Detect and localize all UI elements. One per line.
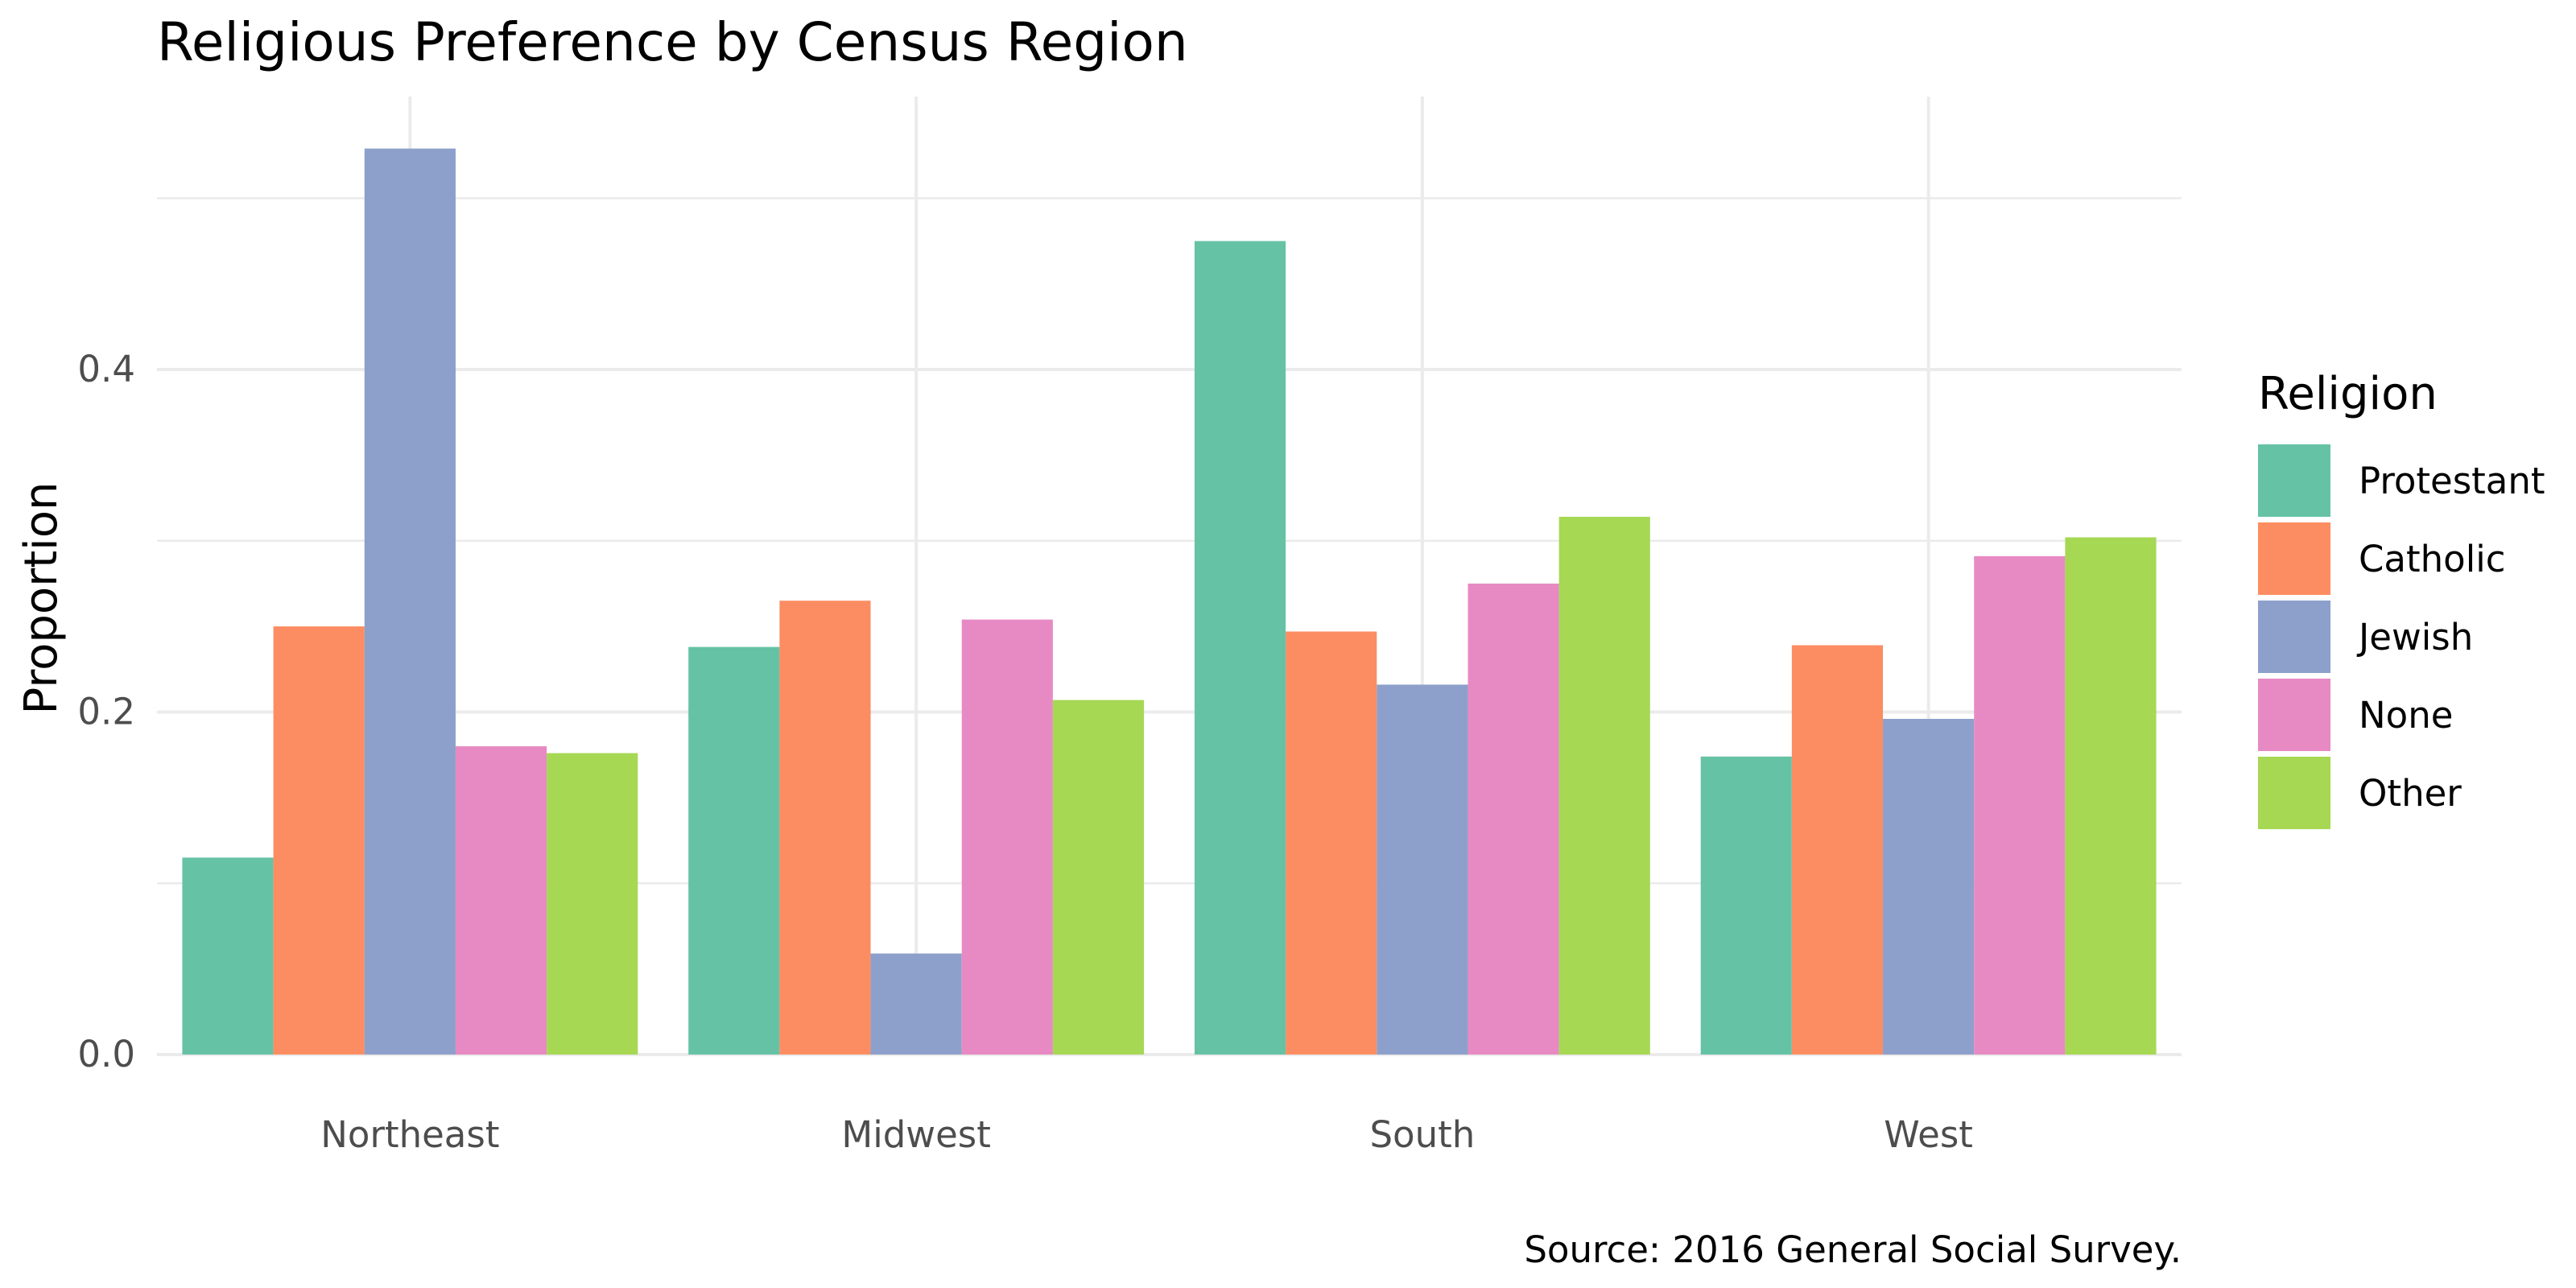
legend-title: Religion	[2258, 368, 2438, 420]
legend-key-other	[2258, 757, 2330, 829]
x-tick-label: Northeast	[320, 1113, 499, 1156]
x-axis-ticks: Northeast Midwest South West	[320, 1113, 1973, 1156]
bar-northeast-jewish	[364, 148, 456, 1055]
legend: Religion Protestant Catholic Jewish None Oth…	[2258, 368, 2545, 829]
bar-northeast-catholic	[273, 626, 365, 1055]
bar-midwest-catholic	[779, 601, 871, 1055]
bar-midwest-other	[1052, 700, 1145, 1055]
y-tick-label: 0.0	[77, 1033, 135, 1075]
y-axis-label: Proportion	[15, 482, 68, 715]
legend-label-other: Other	[2359, 772, 2462, 815]
x-tick-label: South	[1369, 1113, 1475, 1156]
legend-label-none: None	[2359, 694, 2453, 737]
y-tick-label: 0.4	[77, 348, 135, 390]
caption: Source: 2016 General Social Survey.	[1524, 1228, 2182, 1271]
legend-label-catholic: Catholic	[2359, 538, 2505, 580]
legend-key-none	[2258, 679, 2330, 751]
bar-midwest-jewish	[870, 953, 962, 1055]
bar-midwest-protestant	[688, 646, 780, 1055]
bar-west-jewish	[1883, 719, 1975, 1055]
bar-northeast-protestant	[182, 857, 274, 1055]
bar-south-other	[1558, 516, 1650, 1055]
y-tick-label: 0.2	[77, 691, 135, 733]
bar-south-catholic	[1286, 631, 1377, 1055]
legend-key-jewish	[2258, 601, 2330, 673]
legend-key-catholic	[2258, 522, 2330, 595]
chart-title: Religious Preference by Census Region	[157, 11, 1188, 73]
x-tick-label: West	[1884, 1113, 1973, 1156]
bar-west-other	[2065, 537, 2157, 1055]
bar-west-catholic	[1791, 645, 1884, 1055]
legend-label-protestant: Protestant	[2359, 460, 2545, 502]
bar-south-none	[1468, 583, 1559, 1055]
legend-label-jewish: Jewish	[2356, 616, 2473, 658]
bar-midwest-none	[961, 619, 1053, 1055]
bar-west-none	[1974, 555, 2066, 1055]
bar-west-protestant	[1700, 756, 1792, 1055]
bar-northeast-other	[547, 753, 638, 1055]
x-tick-label: Midwest	[841, 1113, 990, 1156]
bar-south-jewish	[1377, 684, 1468, 1055]
y-axis-ticks: 0.0 0.2 0.4	[77, 348, 135, 1075]
bar-northeast-none	[455, 746, 547, 1055]
legend-key-protestant	[2258, 444, 2330, 517]
bar-south-protestant	[1194, 241, 1286, 1055]
bars	[182, 148, 2157, 1055]
